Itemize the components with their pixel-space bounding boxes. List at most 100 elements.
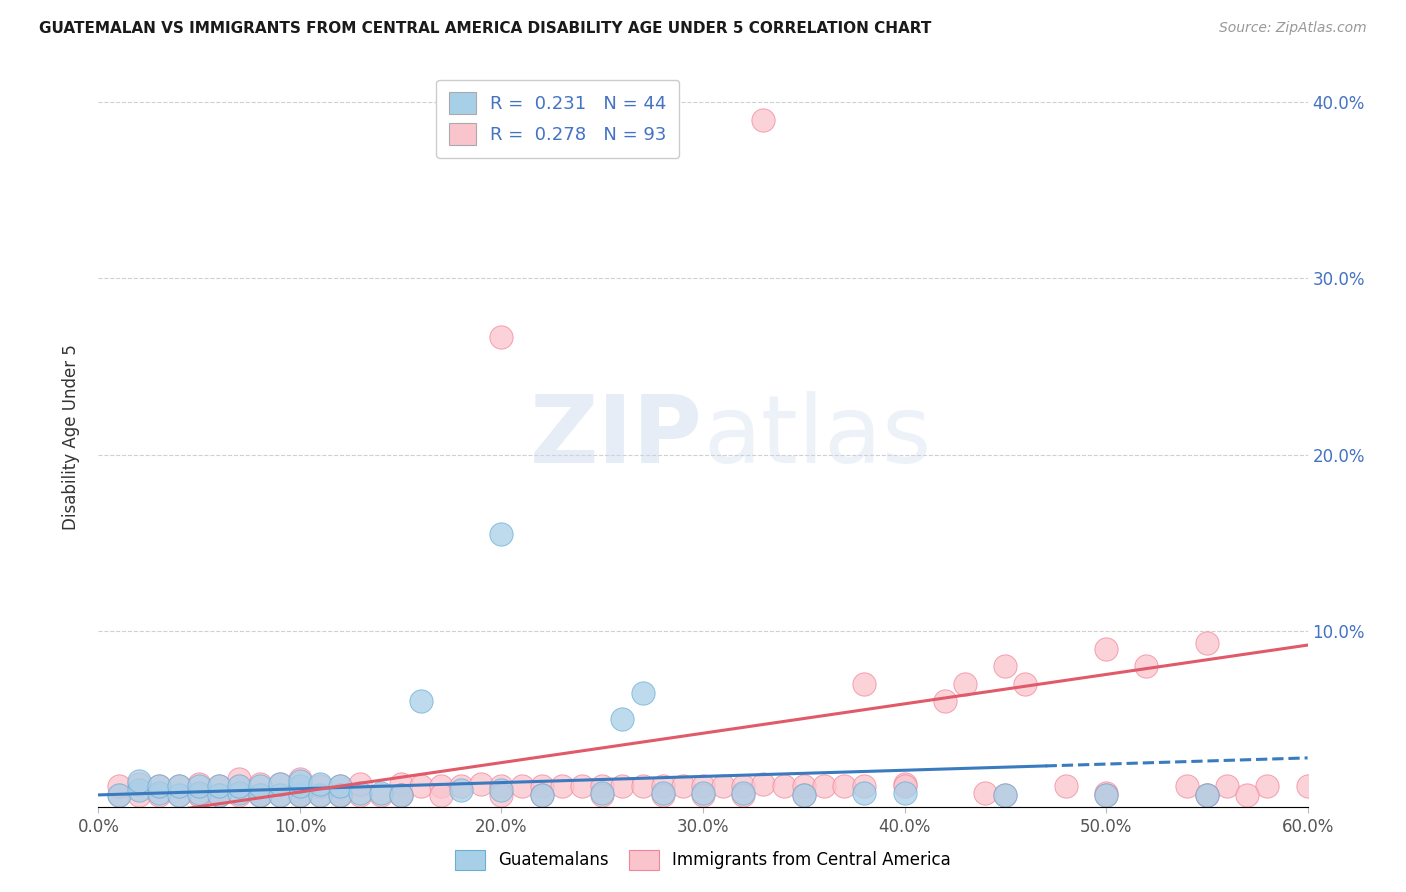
Point [1054,779,1077,793]
Point [832,779,855,793]
Point [1195,636,1218,650]
Point [591,786,613,800]
Point [107,779,129,793]
Point [228,788,250,802]
Point [167,779,190,793]
Point [612,712,634,726]
Point [329,779,352,793]
Point [430,788,453,802]
Point [672,779,695,793]
Point [893,786,915,800]
Point [249,777,271,791]
Point [733,788,755,802]
Y-axis label: Disability Age Under 5: Disability Age Under 5 [62,344,80,530]
Point [1095,788,1118,802]
Text: atlas: atlas [703,391,931,483]
Point [409,779,432,793]
Point [651,786,673,800]
Point [733,786,755,800]
Point [208,788,231,802]
Point [1095,641,1118,656]
Point [793,788,815,802]
Point [288,788,311,802]
Point [188,786,211,800]
Point [370,786,392,800]
Point [470,777,492,791]
Point [309,788,332,802]
Point [994,659,1017,673]
Point [491,779,513,793]
Point [208,788,231,802]
Point [288,788,311,802]
Point [269,788,291,802]
Point [1014,677,1036,691]
Point [389,788,412,802]
Point [953,677,976,691]
Point [491,527,513,541]
Point [188,777,211,791]
Point [934,694,956,708]
Point [228,779,250,793]
Point [288,788,311,802]
Point [530,779,553,793]
Point [389,788,412,802]
Point [409,694,432,708]
Point [269,788,291,802]
Point [208,779,231,793]
Point [530,788,553,802]
Point [491,788,513,802]
Point [1256,779,1278,793]
Text: GUATEMALAN VS IMMIGRANTS FROM CENTRAL AMERICA DISABILITY AGE UNDER 5 CORRELATION: GUATEMALAN VS IMMIGRANTS FROM CENTRAL AM… [39,21,932,36]
Point [128,788,150,802]
Point [288,772,311,786]
Point [288,779,311,793]
Point [188,788,211,802]
Point [1175,779,1198,793]
Point [228,779,250,793]
Point [389,777,412,791]
Point [793,788,815,802]
Point [128,773,150,788]
Point [551,779,574,793]
Point [711,779,734,793]
Point [128,777,150,791]
Point [249,788,271,802]
Text: ZIP: ZIP [530,391,703,483]
Point [329,788,352,802]
Point [349,777,371,791]
Point [208,788,231,802]
Point [107,788,129,802]
Point [450,782,472,797]
Point [128,782,150,797]
Point [329,788,352,802]
Point [107,788,129,802]
Point [571,779,593,793]
Point [692,786,714,800]
Point [1135,659,1157,673]
Point [269,777,291,791]
Point [733,779,755,793]
Legend: Guatemalans, Immigrants from Central America: Guatemalans, Immigrants from Central Ame… [449,843,957,877]
Point [793,779,815,793]
Point [651,779,673,793]
Point [853,677,876,691]
Text: Source: ZipAtlas.com: Source: ZipAtlas.com [1219,21,1367,35]
Point [329,788,352,802]
Point [228,786,250,800]
Point [530,788,553,802]
Point [1236,788,1258,802]
Point [651,112,673,127]
Point [692,779,714,793]
Point [893,779,915,793]
Point [994,788,1017,802]
Point [389,788,412,802]
Point [853,779,876,793]
Point [288,779,311,793]
Point [974,786,997,800]
Point [309,777,332,791]
Point [269,777,291,791]
Point [893,777,915,791]
Point [249,788,271,802]
Point [1195,788,1218,802]
Point [249,788,271,802]
